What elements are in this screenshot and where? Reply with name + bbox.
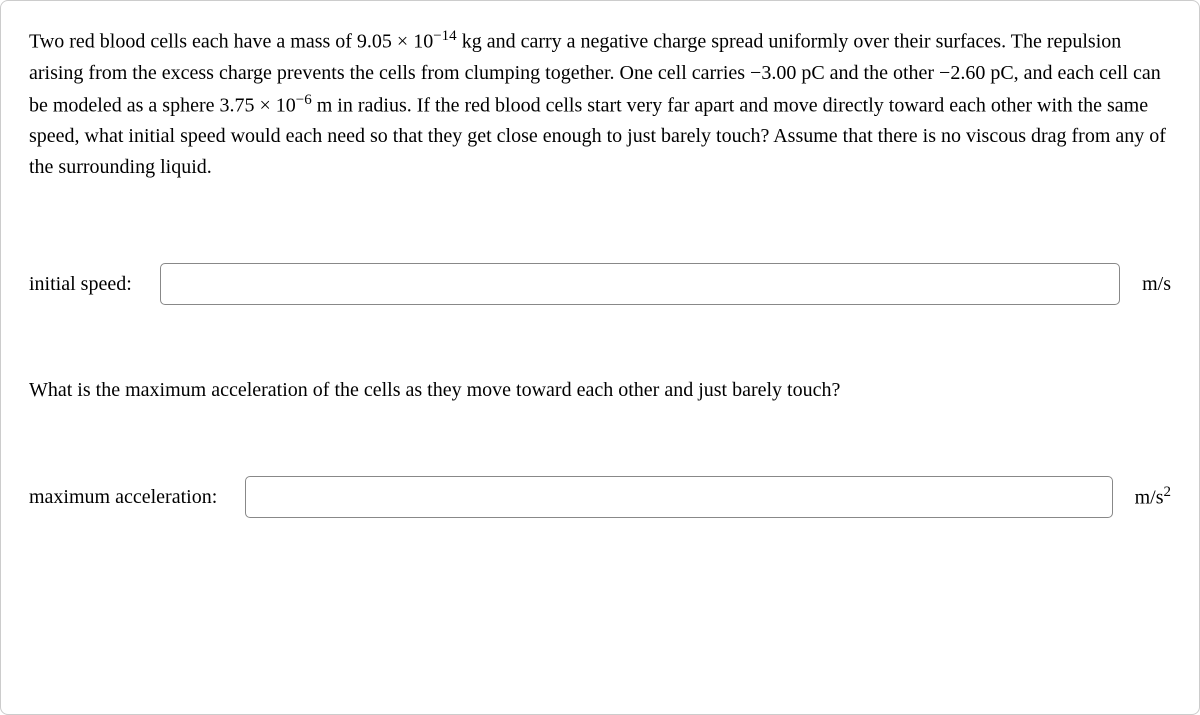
max-acceleration-unit: m/s2 [1135, 484, 1171, 510]
initial-speed-label: initial speed: [29, 273, 132, 296]
initial-speed-row: initial speed: m/s [29, 263, 1171, 305]
initial-speed-input[interactable] [160, 263, 1120, 305]
problem-container: Two red blood cells each have a mass of … [0, 0, 1200, 715]
max-acceleration-row: maximum acceleration: m/s2 [29, 476, 1171, 518]
max-acceleration-label: maximum acceleration: [29, 486, 217, 509]
sub-question-text: What is the maximum acceleration of the … [29, 375, 1171, 406]
max-acceleration-input[interactable] [245, 476, 1112, 518]
problem-statement: Two red blood cells each have a mass of … [29, 25, 1171, 183]
initial-speed-unit: m/s [1142, 273, 1171, 296]
